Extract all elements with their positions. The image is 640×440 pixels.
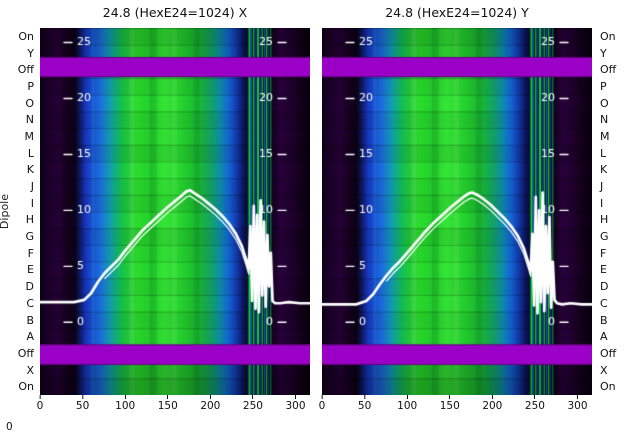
row-label: I (30, 196, 34, 210)
origin-tick-label: 0 (6, 421, 13, 433)
row-label: C (600, 296, 608, 310)
row-label: E (600, 263, 607, 277)
x-tick: 0 (36, 395, 44, 412)
x-tick: 100 (115, 395, 135, 412)
x-tick-mark (209, 395, 211, 399)
x-tick: 300 (567, 395, 588, 412)
row-label: Off (600, 346, 617, 360)
x-tick: 50 (76, 395, 89, 412)
panel-title-x: 24.8 (HexE24=1024) X (102, 5, 248, 20)
x-tick-mark (364, 395, 366, 399)
row-label: Off (17, 63, 34, 77)
x-tick-mark (167, 395, 169, 399)
row-label: B (26, 313, 34, 327)
x-tick: 0 (318, 395, 326, 412)
row-label: O (25, 96, 34, 110)
row-label: G (25, 230, 34, 244)
x-tick: 300 (285, 395, 306, 412)
row-label: Off (17, 346, 34, 360)
x-tick-label: 100 (115, 400, 136, 412)
x-tick-label: 100 (397, 400, 418, 412)
row-label: F (600, 246, 607, 260)
row-label: F (27, 246, 34, 260)
row-label: Y (600, 46, 607, 60)
heatmap-canvas-y (322, 28, 592, 395)
row-label: I (600, 196, 604, 210)
row-label: P (600, 79, 607, 93)
row-label: H (25, 213, 34, 227)
x-tick-label: 200 (200, 400, 221, 412)
x-tick-label: 200 (482, 400, 503, 412)
row-label: A (600, 330, 608, 344)
heatmap-panel-x (40, 28, 310, 395)
x-tick: 250 (243, 395, 263, 412)
x-tick-mark (534, 395, 536, 399)
x-tick-mark (82, 395, 84, 399)
row-labels-right: On Y Off P O N M L K J I H G F E D C B A Off X On (596, 28, 634, 395)
x-axis-ticks-y: 0 50 100 150 200 250 300 (318, 395, 602, 417)
row-label: A (26, 330, 34, 344)
row-label: G (600, 230, 609, 244)
x-tick-label: 250 (242, 400, 263, 412)
x-tick-mark (124, 395, 126, 399)
row-label: L (600, 146, 607, 160)
row-label: On (18, 380, 34, 394)
x-tick-label: 0 (318, 400, 326, 412)
x-tick-mark (491, 395, 493, 399)
row-label: B (600, 313, 608, 327)
row-label: O (600, 96, 609, 110)
row-label: N (25, 113, 34, 127)
row-labels-left: On Y Off P O N M L K J I H G F E D C B A Off X On (8, 28, 36, 395)
x-tick-label: 300 (567, 400, 588, 412)
x-tick: 200 (482, 395, 502, 412)
row-label: K (26, 163, 34, 177)
row-label: M (600, 129, 610, 143)
heatmap-canvas-x (40, 28, 310, 395)
row-label: X (26, 363, 34, 377)
x-tick-label: 150 (157, 400, 178, 412)
x-tick-label: 50 (357, 400, 372, 412)
x-tick: 150 (158, 395, 178, 412)
x-tick-label: 50 (75, 400, 90, 412)
row-label: C (26, 296, 34, 310)
x-tick-label: 0 (36, 400, 44, 412)
row-label: P (27, 79, 34, 93)
heatmap-panel-y (322, 28, 592, 395)
panel-title-y: 24.8 (HexE24=1024) Y (385, 5, 529, 20)
row-label: On (600, 29, 616, 43)
row-label: J (30, 180, 34, 194)
x-axis-ticks-x: 0 50 100 150 200 250 300 (36, 395, 320, 417)
x-tick-mark (406, 395, 408, 399)
row-label: M (24, 129, 35, 143)
row-label: K (600, 163, 608, 177)
x-tick-label: 300 (285, 400, 306, 412)
row-label: H (600, 213, 609, 227)
row-label: X (600, 363, 608, 377)
x-tick-label: 150 (439, 400, 460, 412)
row-label: L (27, 146, 34, 160)
row-label: Y (27, 46, 34, 60)
x-tick-mark (39, 395, 41, 399)
x-tick-label: 250 (524, 400, 545, 412)
x-tick: 50 (358, 395, 371, 412)
x-tick-mark (321, 395, 323, 399)
row-label: E (27, 263, 34, 277)
x-tick-mark (449, 395, 451, 399)
x-tick: 150 (440, 395, 460, 412)
x-tick: 100 (397, 395, 417, 412)
row-label: Off (600, 63, 617, 77)
x-tick-mark (577, 395, 579, 399)
x-tick-mark (252, 395, 254, 399)
x-tick-mark (295, 395, 297, 399)
row-label: On (600, 380, 616, 394)
x-tick: 200 (200, 395, 220, 412)
x-tick: 250 (525, 395, 545, 412)
row-label: N (600, 113, 609, 127)
row-label: J (600, 180, 604, 194)
row-label: D (600, 280, 609, 294)
row-label: On (18, 29, 34, 43)
row-label: D (25, 280, 34, 294)
